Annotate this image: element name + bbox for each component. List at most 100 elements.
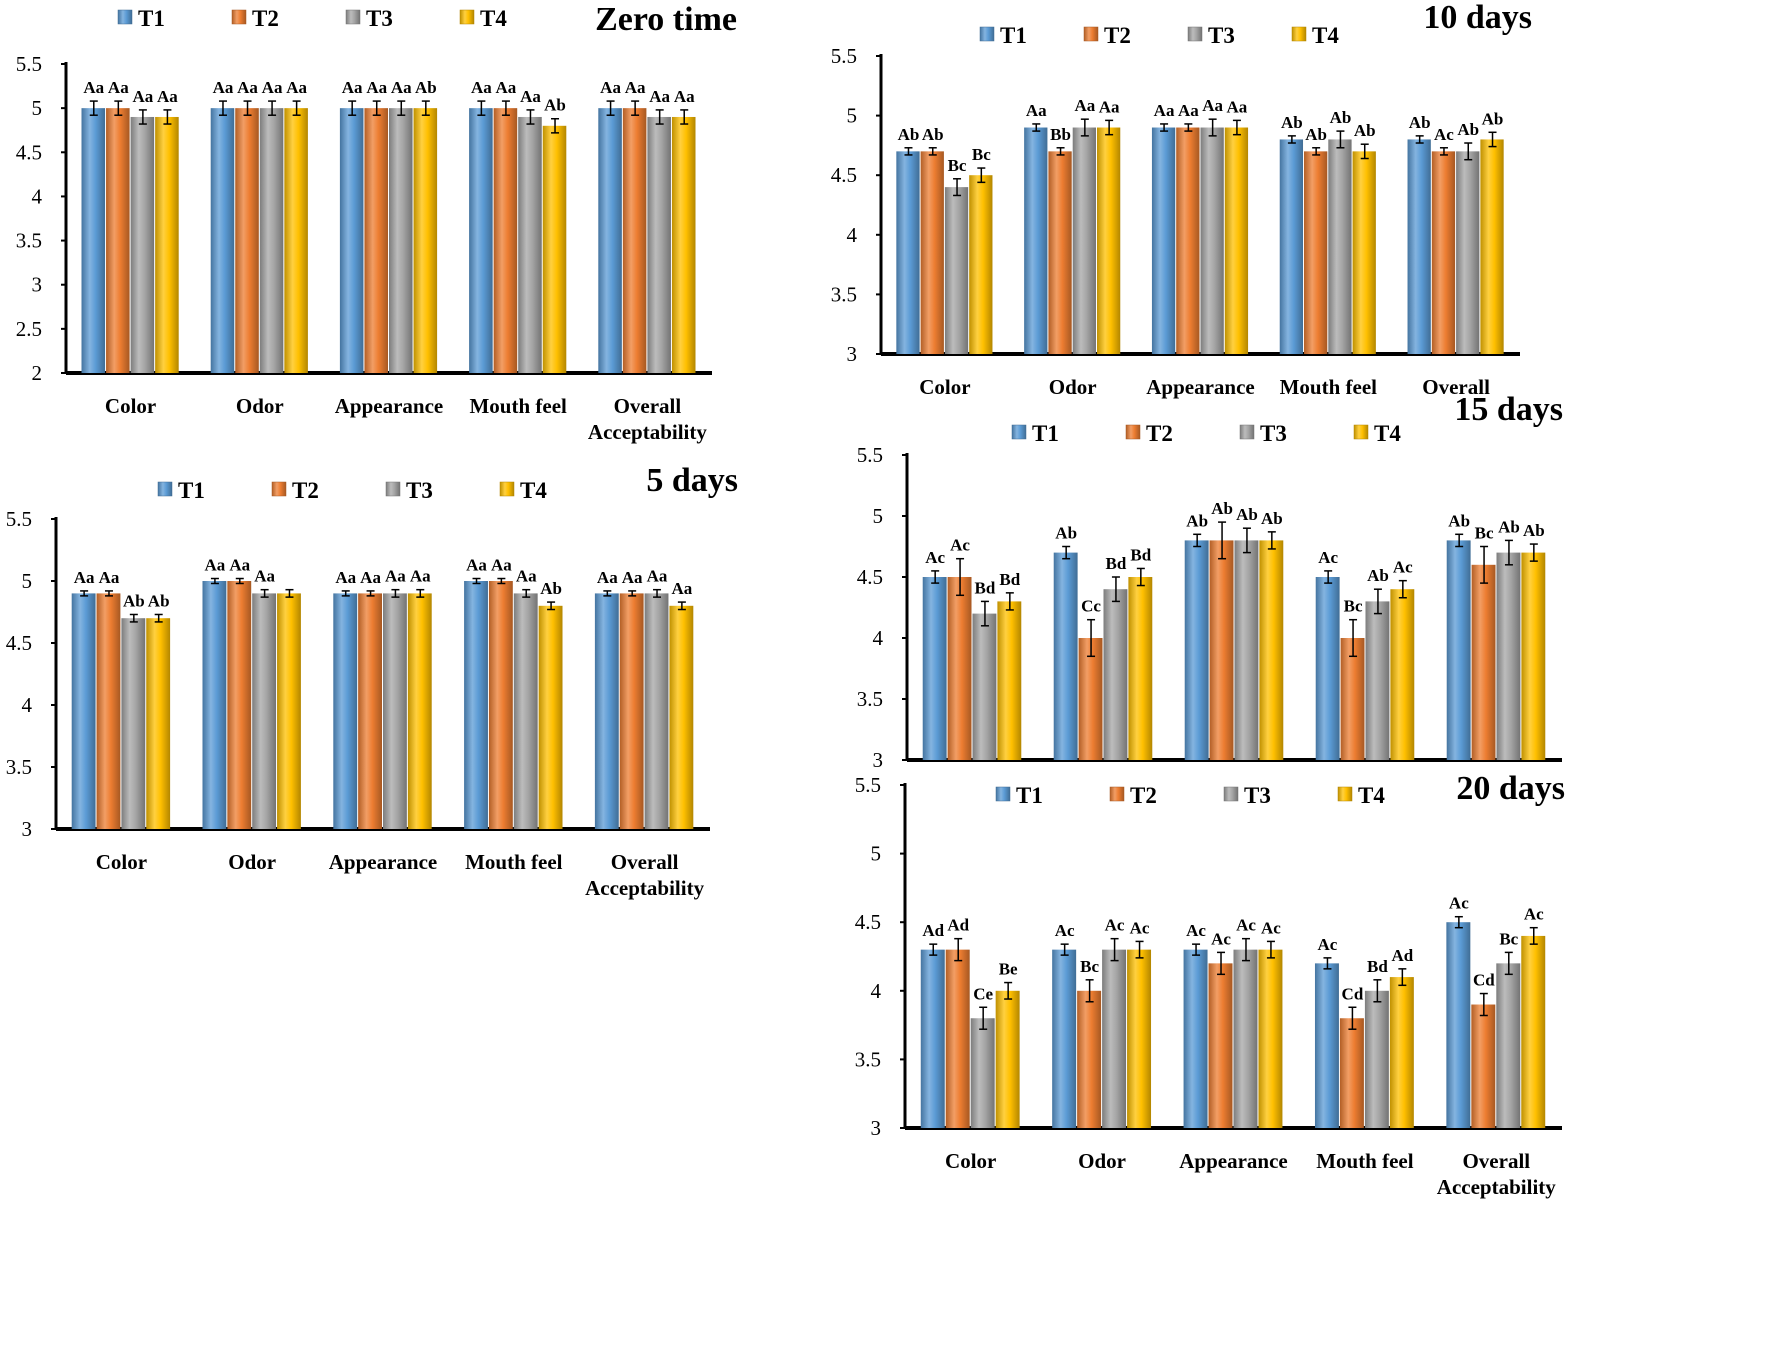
y-tick-label: 4 (871, 979, 882, 1003)
data-label: Aa (1202, 96, 1223, 115)
bar (1496, 963, 1521, 1128)
bar (1259, 540, 1284, 760)
data-label: Ab (415, 78, 437, 97)
legend-swatch (1125, 424, 1141, 440)
data-label: Aa (342, 78, 363, 97)
bar (1128, 577, 1153, 760)
x-tick-label: Color (945, 1149, 996, 1173)
bar (970, 1018, 995, 1128)
y-tick-label: 3.5 (857, 687, 883, 711)
bar (1209, 540, 1234, 760)
bar (1496, 552, 1521, 760)
data-label: Ab (898, 125, 920, 144)
data-label: Aa (74, 568, 95, 587)
data-label: Aa (360, 568, 381, 587)
data-label: Ac (1055, 921, 1075, 940)
x-tick-label: Acceptability (588, 420, 707, 444)
y-tick-label: 5 (871, 842, 882, 866)
legend-swatch (1337, 786, 1353, 802)
bar (1328, 139, 1352, 354)
bar (997, 601, 1022, 760)
y-tick-label: 4.5 (857, 565, 883, 589)
bar (1102, 949, 1127, 1128)
data-label: Ac (1130, 918, 1150, 937)
data-label: Ad (1391, 946, 1413, 965)
bar (1233, 949, 1258, 1128)
y-tick-label: 3.5 (855, 1047, 881, 1071)
bar (538, 605, 563, 829)
legend-label: T1 (1016, 783, 1043, 808)
bar (1480, 139, 1504, 354)
data-label: Aa (108, 78, 129, 97)
bar (1390, 589, 1415, 760)
x-tick-label: Overall (614, 394, 682, 418)
data-label: Ab (1367, 566, 1389, 585)
x-tick-label: Acceptability (1437, 1175, 1556, 1199)
data-label: Ac (1105, 916, 1125, 935)
legend-label: T3 (1244, 783, 1271, 808)
bar (358, 593, 382, 829)
data-label: Aa (385, 567, 406, 586)
x-tick-label: Overall (1462, 1149, 1530, 1173)
legend-swatch (979, 26, 995, 42)
y-tick-label: 3 (847, 342, 858, 366)
data-label: Ab (544, 96, 566, 115)
data-label: Ac (1524, 905, 1544, 924)
x-tick-label: Color (105, 394, 156, 418)
bar (146, 618, 171, 829)
y-tick-label: 5.5 (857, 443, 883, 467)
bar (96, 593, 121, 829)
bar (71, 593, 96, 829)
y-tick-label: 4.5 (16, 140, 42, 164)
bar (1224, 127, 1249, 355)
data-label: Ab (1330, 108, 1352, 127)
legend-label: T1 (1000, 23, 1027, 48)
data-label: Ab (540, 579, 562, 598)
data-label: Ab (1281, 113, 1303, 132)
data-label: Ab (1498, 517, 1520, 536)
chart-title: Zero time (595, 1, 737, 38)
bar (1127, 949, 1152, 1128)
chart-title: 20 days (1456, 770, 1565, 807)
y-tick-label: 3 (22, 817, 33, 841)
bar (1052, 949, 1077, 1128)
legend-label: T2 (1146, 421, 1173, 446)
data-label: Ab (1236, 505, 1258, 524)
data-label: Ac (1393, 558, 1413, 577)
data-label: Cc (1081, 597, 1101, 616)
legend-swatch (1353, 424, 1369, 440)
data-label: Aa (1227, 97, 1248, 116)
legend-label: T1 (1032, 421, 1059, 446)
data-label: Aa (466, 556, 487, 575)
bar (594, 593, 619, 829)
bar (1151, 127, 1176, 355)
data-label: Ab (148, 591, 170, 610)
data-label: Cd (1342, 984, 1364, 1003)
x-tick-label: Odor (228, 850, 276, 874)
data-label: Ab (1261, 509, 1283, 528)
data-label: Ab (123, 591, 145, 610)
bar (121, 618, 146, 829)
data-label: Ab (1457, 120, 1479, 139)
bar (130, 116, 155, 373)
bar (669, 605, 694, 829)
bar (945, 949, 970, 1128)
bar (1200, 127, 1224, 355)
y-tick-label: 3 (873, 748, 884, 770)
legend-swatch (345, 9, 361, 25)
chart-title: 5 days (646, 462, 738, 499)
y-tick-label: 5.5 (6, 507, 32, 531)
legend-label: T4 (480, 6, 507, 31)
data-label: Ab (1354, 121, 1376, 140)
bar (671, 116, 696, 373)
x-tick-label: Overall (1422, 375, 1490, 399)
data-label: Bc (948, 156, 967, 175)
bar (1072, 127, 1096, 355)
x-tick-label: Appearance (1146, 375, 1255, 399)
y-tick-label: 4 (847, 223, 858, 247)
data-label: Aa (649, 87, 670, 106)
legend-label: T1 (138, 6, 165, 31)
y-tick-label: 5 (22, 569, 33, 593)
data-label: Ab (1409, 113, 1431, 132)
